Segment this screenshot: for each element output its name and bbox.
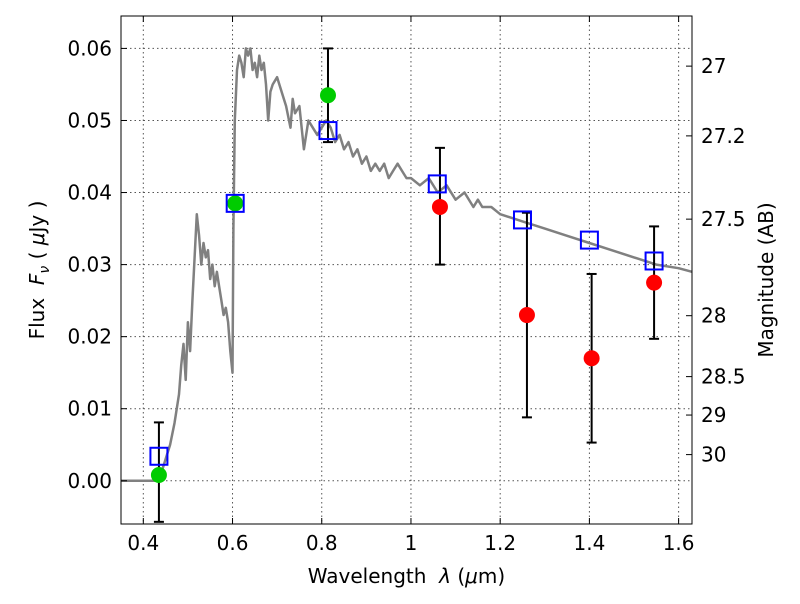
y2-tick-label: 27: [701, 54, 726, 78]
x-axis-label-symbol: λ: [438, 564, 451, 588]
y2-tick-label: 27.5: [701, 207, 746, 231]
model-band-square: [644, 251, 664, 271]
grid: [121, 16, 692, 524]
x-tick-label: 0.6: [217, 531, 249, 555]
y-tick-label: 0.01: [67, 397, 112, 421]
model-band-square: [512, 210, 532, 230]
x-axis-label-unit-open: (: [451, 564, 465, 588]
y2-axis-label: Magnitude (AB): [754, 202, 778, 357]
y-axis-label-symbol-sub: ν: [37, 266, 53, 274]
y-axis-label: Flux Fν ( μJy ): [25, 201, 53, 340]
detection-point: [319, 87, 336, 104]
y-axis-label-symbol: F: [25, 273, 49, 285]
y-axis-label-unit-open: (: [25, 245, 49, 266]
y2-tick-label: 28.5: [701, 365, 746, 389]
x-axis-label-text: Wavelength: [308, 564, 427, 588]
detection-point: [150, 467, 167, 484]
errorbar-layer: [153, 47, 660, 523]
y-tick-label: 0.05: [67, 108, 112, 132]
observed-point: [431, 198, 448, 215]
y-tick-label: 0.03: [67, 253, 112, 277]
x-tick-label: 1.4: [573, 531, 605, 555]
y-tick-label: 0.04: [67, 181, 112, 205]
x-axis-label-unit-rest: m): [478, 564, 505, 588]
x-tick-label: 0.4: [127, 531, 159, 555]
model-band-square: [318, 121, 338, 141]
x-tick-label: 0.8: [306, 531, 338, 555]
x-tick-label: 1.2: [484, 531, 516, 555]
points-layer: [149, 87, 664, 484]
y-axis-label-unit-rest: Jy ): [25, 201, 49, 235]
model-band-square: [149, 446, 169, 466]
y-tick-label: 0.06: [67, 36, 112, 60]
y2-tick-label: 27.2: [701, 124, 746, 148]
model-band-square: [225, 193, 245, 213]
detection-point: [227, 195, 244, 212]
observed-point: [518, 307, 535, 324]
observed-point: [646, 274, 663, 291]
y-tick-label: 0.00: [67, 469, 112, 493]
y2-tick-label: 28: [701, 304, 726, 328]
ticks-layer: 0.4 0.6 0.8 1 1.2 1.4 1.6 0.00 0.01 0.02 0.03 0.04 0…: [67, 16, 746, 555]
model-band-square: [427, 174, 447, 194]
model-band-square: [579, 230, 599, 250]
plot-frame: [120, 15, 693, 525]
y2-tick-label: 29: [701, 403, 726, 427]
x-tick-label: 1.6: [663, 531, 695, 555]
y2-tick-label: 30: [701, 443, 726, 467]
x-axis-label: Wavelength λ (μm): [308, 564, 505, 588]
x-axis-label-unit-symbol: μ: [464, 564, 478, 588]
y-axis-label-unit-symbol: μ: [25, 233, 49, 247]
y-axis-label-gap: [25, 285, 49, 298]
y-tick-label: 0.02: [67, 325, 112, 349]
y-axis-label-text: Flux: [25, 298, 49, 340]
x-tick-label: 1: [405, 531, 418, 555]
x-axis-label-gap: [426, 564, 439, 588]
observed-point: [583, 350, 600, 367]
